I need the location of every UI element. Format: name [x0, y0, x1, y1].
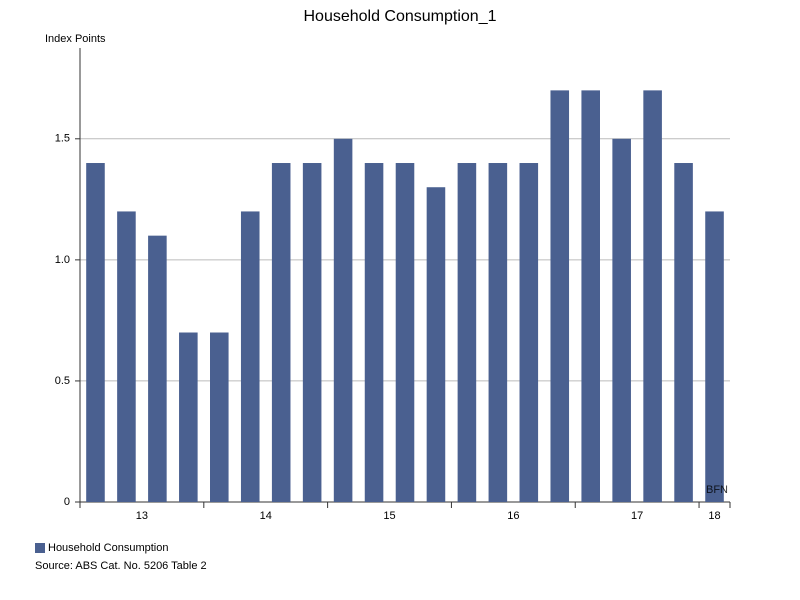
bar [302, 163, 322, 502]
legend-label: Household Consumption [48, 542, 168, 554]
bar [581, 90, 600, 502]
x-tick-label: 17 [631, 510, 643, 522]
watermark: BFN [706, 484, 728, 496]
bar [426, 187, 446, 502]
bar [210, 332, 229, 502]
legend-swatch [35, 543, 45, 553]
bar [395, 163, 415, 502]
y-tick-label: 1.0 [55, 254, 70, 266]
bar [179, 332, 198, 502]
x-tick-label: 18 [708, 510, 720, 522]
x-tick-label: 16 [507, 510, 519, 522]
bar [612, 138, 631, 503]
y-tick-label: 0 [64, 496, 70, 508]
chart-title: Household Consumption_1 [303, 8, 496, 25]
bar [705, 211, 724, 502]
y-tick-label: 0.5 [55, 375, 70, 387]
bar [117, 211, 136, 502]
bar [457, 163, 477, 502]
y-axis-label: Index Points [45, 33, 106, 45]
bar [240, 211, 260, 502]
bar [643, 90, 662, 502]
bar [519, 163, 539, 502]
bar [364, 163, 384, 502]
bar [488, 163, 508, 502]
bar [271, 163, 291, 502]
x-tick-label: 15 [383, 510, 395, 522]
source-note: Source: ABS Cat. No. 5206 Table 2 [35, 560, 207, 572]
y-tick-label: 1.5 [55, 133, 70, 145]
bar [674, 163, 693, 502]
x-tick-label: 13 [136, 510, 148, 522]
bar [86, 163, 105, 502]
bar [550, 90, 570, 502]
bar [333, 138, 353, 503]
x-tick-label: 14 [260, 510, 272, 522]
bar [148, 235, 167, 503]
